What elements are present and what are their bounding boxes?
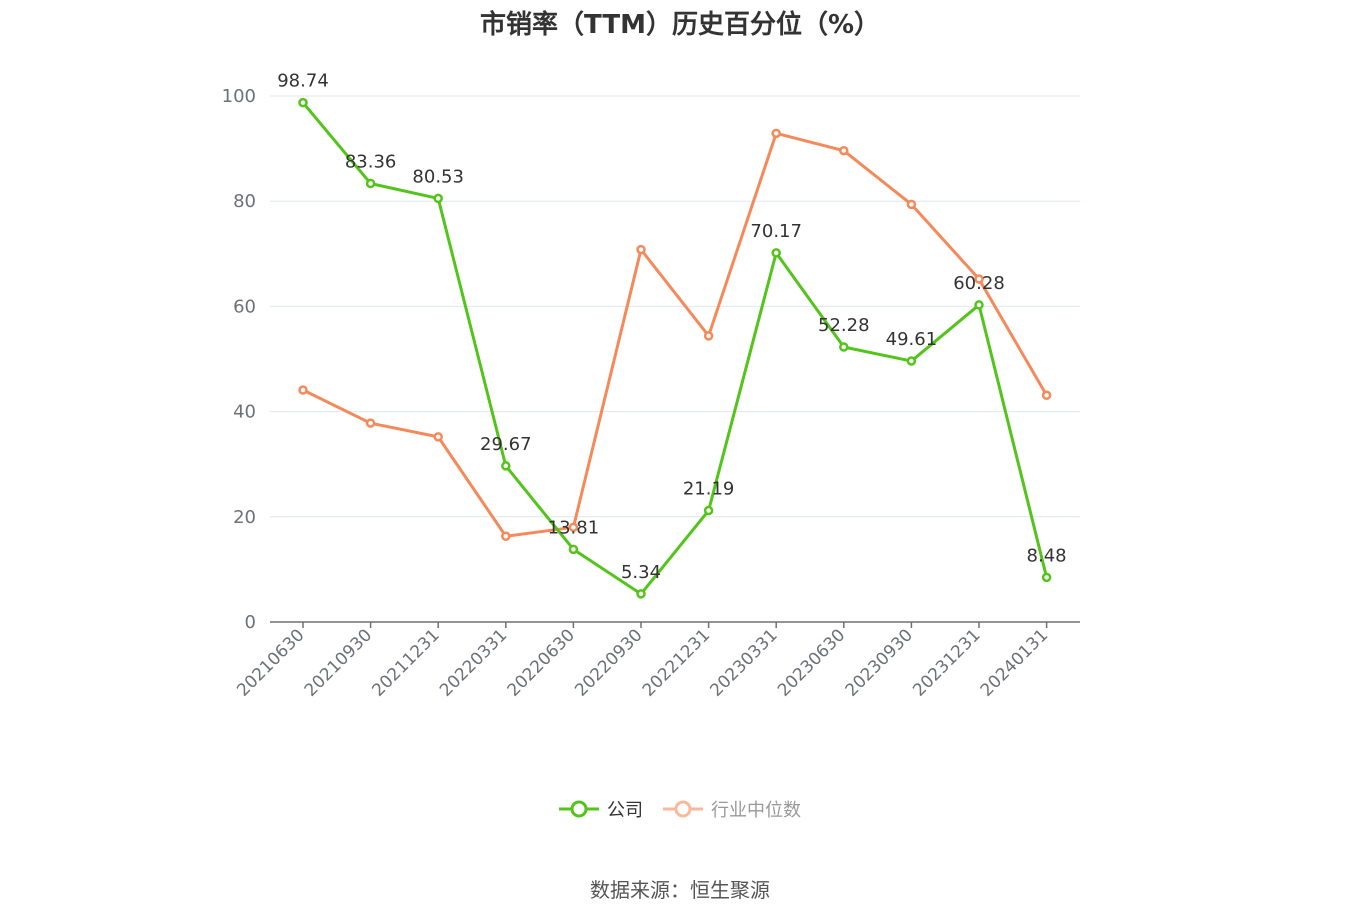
x-tick-label: 20230930 <box>842 625 917 700</box>
data-point-0 <box>1041 572 1052 583</box>
data-point-1 <box>906 199 917 210</box>
x-tick-label: 20230331 <box>706 625 781 700</box>
data-point-1 <box>839 145 849 156</box>
series <box>298 97 1052 599</box>
series-line-1 <box>302 131 1048 538</box>
data-label: 5.34 <box>621 562 661 583</box>
x-tick-label: 20230630 <box>774 625 849 700</box>
data-point-0 <box>636 589 646 599</box>
data-point-1 <box>568 522 579 533</box>
data-point-0 <box>365 178 376 189</box>
data-point-0 <box>501 461 511 471</box>
legend-item-industry-median[interactable]: 行业中位数 <box>663 796 801 822</box>
data-point-1 <box>298 385 308 395</box>
y-tick-label: 60 <box>233 296 256 317</box>
x-tick-label: 20220630 <box>504 625 579 700</box>
data-point-1 <box>365 418 376 428</box>
data-point-1 <box>974 274 984 284</box>
legend-label-industry-median: 行业中位数 <box>711 800 801 821</box>
data-label: 29.67 <box>480 434 532 455</box>
data-point-0 <box>298 97 308 108</box>
data-point-0 <box>568 544 579 555</box>
data-label: 8.48 <box>1027 545 1067 566</box>
data-label: 80.53 <box>412 166 464 187</box>
data-label: 98.74 <box>277 71 329 92</box>
data-label: 60.28 <box>953 273 1005 294</box>
y-tick-label: 20 <box>233 507 256 528</box>
x-tick-label: 20231231 <box>909 625 984 700</box>
data-point-1 <box>771 128 781 139</box>
data-point-0 <box>906 356 917 366</box>
data-point-1 <box>501 531 511 542</box>
y-tick-label: 80 <box>233 191 256 212</box>
x-tick-label: 20221231 <box>639 625 714 700</box>
data-label: 13.81 <box>548 517 600 538</box>
data-point-1 <box>433 432 443 442</box>
data-label: 52.28 <box>818 315 870 336</box>
source-note: 数据来源：恒生聚源 <box>590 878 770 902</box>
data-label: 70.17 <box>750 221 802 242</box>
x-tick-label: 20240131 <box>977 625 1052 700</box>
data-point-0 <box>839 342 849 352</box>
axes: 0204060801002021063020210930202112312022… <box>222 86 1080 701</box>
legend-label-company: 公司 <box>607 800 643 821</box>
legend-industry-marker-icon <box>663 800 703 818</box>
x-tick-label: 20220331 <box>436 625 511 700</box>
data-point-0 <box>433 193 443 204</box>
data-point-0 <box>974 300 984 310</box>
data-labels: 98.74 83.36 80.53 29.67 13.81 5.34 21.19 70.17 5… <box>277 71 1066 583</box>
y-tick-label: 0 <box>245 612 256 633</box>
y-tick-label: 40 <box>233 402 256 423</box>
data-point-1 <box>636 244 646 255</box>
data-point-1 <box>1041 390 1052 401</box>
x-tick-label: 20210630 <box>233 625 308 700</box>
data-label: 83.36 <box>345 152 397 173</box>
x-tick-label: 20220930 <box>571 625 646 700</box>
chart-title: 市销率（TTM）历史百分位（%） <box>480 10 880 40</box>
y-tick-label: 100 <box>222 86 256 107</box>
legend: 公司 行业中位数 <box>0 796 1360 822</box>
x-tick-label: 20211231 <box>368 625 443 700</box>
data-label: 21.19 <box>683 479 735 500</box>
grid-lines <box>270 95 1080 518</box>
data-point-0 <box>771 248 781 258</box>
x-tick-label: 20210930 <box>301 625 376 700</box>
series-line-0 <box>301 101 1049 596</box>
data-label: 49.61 <box>886 329 938 350</box>
legend-company-marker-icon <box>559 800 599 818</box>
data-point-1 <box>703 331 714 341</box>
legend-item-company[interactable]: 公司 <box>559 796 643 822</box>
data-point-0 <box>703 505 714 516</box>
